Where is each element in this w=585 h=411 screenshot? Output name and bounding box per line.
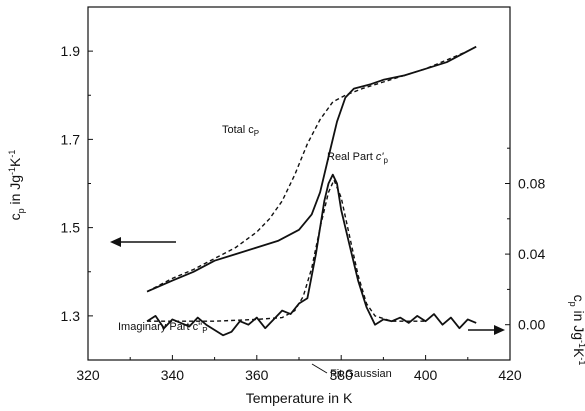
right-axis-arrow bbox=[468, 325, 505, 335]
axis-tick-labels: 320 340 360 380 400 420 1.3 1.5 1.7 1.9 0.00 0.04 0.… bbox=[61, 43, 546, 383]
plot-frame bbox=[87, 6, 511, 361]
y-left-tick-label: 1.5 bbox=[61, 220, 81, 236]
y-left-tick-label: 1.3 bbox=[61, 308, 81, 324]
series-imaginary-part bbox=[146, 173, 477, 337]
y-right-tick-label: 0.08 bbox=[518, 176, 545, 192]
series-real-part bbox=[146, 45, 477, 293]
x-tick-label: 320 bbox=[76, 367, 100, 383]
x-tick-label: 360 bbox=[245, 367, 269, 383]
annotation-total-cp: Total cP bbox=[222, 124, 259, 138]
left-axis-arrow bbox=[110, 237, 176, 247]
x-tick-label: 340 bbox=[161, 367, 185, 383]
y-right-tick-label: 0.00 bbox=[518, 317, 545, 333]
x-tick-label: 420 bbox=[498, 367, 522, 383]
y-left-tick-label: 1.7 bbox=[61, 131, 81, 147]
annotation-real-part: Real Part c'p bbox=[327, 151, 389, 165]
series-total-cp bbox=[146, 50, 469, 293]
y-right-tick-label: 0.04 bbox=[518, 246, 545, 262]
series-fit-gaussian bbox=[147, 179, 426, 322]
x-tick-label: 400 bbox=[414, 367, 438, 383]
x-tick-label: 380 bbox=[330, 367, 354, 383]
y-left-tick-label: 1.9 bbox=[61, 43, 81, 59]
axis-ticks bbox=[87, 6, 511, 360]
annotation-imaginary-part: Imaginary Part c''P bbox=[118, 321, 208, 335]
fit-gaussian-pointer bbox=[311, 363, 328, 374]
y-axis-left-title: cp in Jg-1K-1 bbox=[7, 150, 26, 221]
annotation-fit-gaussian: Fit Gaussian bbox=[330, 368, 392, 380]
series-layer bbox=[146, 45, 477, 337]
x-axis-title: Temperature in K bbox=[246, 390, 353, 406]
y-axis-right-title: cp in Jg-1K-1 bbox=[568, 295, 585, 366]
